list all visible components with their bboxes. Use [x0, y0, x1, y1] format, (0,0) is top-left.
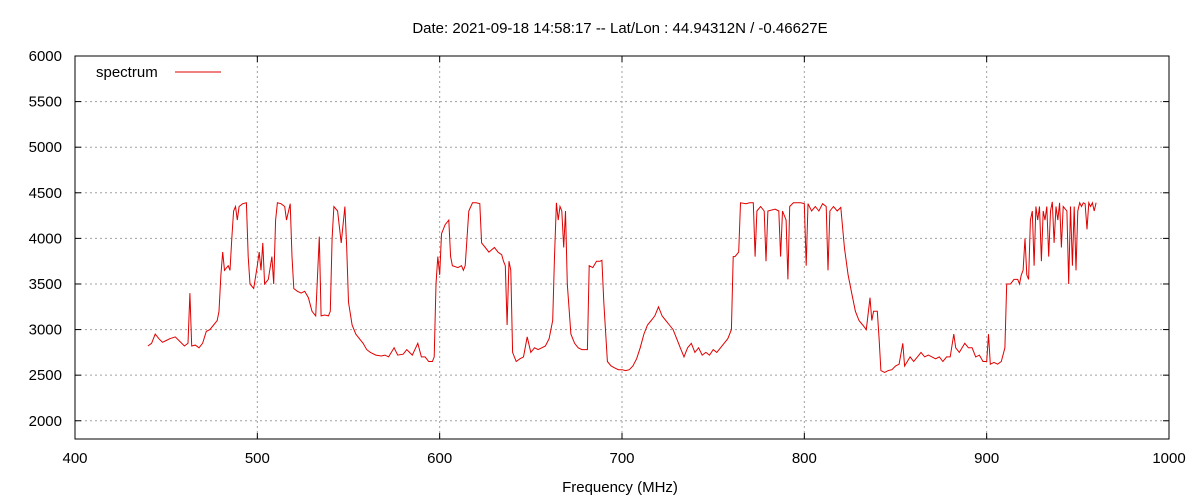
series-layer [147, 200, 1097, 373]
y-tick-label: 4500 [29, 185, 62, 202]
y-tick-label: 5500 [29, 94, 62, 111]
y-tick-label: 6000 [29, 48, 62, 65]
legend-label: spectrum [96, 64, 158, 81]
x-tick-label: 500 [245, 450, 270, 467]
x-tick-label: 800 [792, 450, 817, 467]
x-tick-label: 400 [62, 450, 87, 467]
series-line-spectrum [147, 200, 1097, 373]
y-tick-label: 2500 [29, 367, 62, 384]
legend: spectrum [96, 64, 221, 81]
grid [75, 56, 1169, 439]
x-tick-label: 600 [427, 450, 452, 467]
y-tick-label: 2000 [29, 413, 62, 430]
x-tick-label: 900 [974, 450, 999, 467]
axis-ticks: 400 500 600 700 800 900 1000 2000 2500 3000 3500 40… [29, 48, 1186, 467]
x-tick-label: 1000 [1152, 450, 1185, 467]
y-tick-label: 3500 [29, 276, 62, 293]
x-axis-label: Frequency (MHz) [562, 479, 678, 496]
y-tick-label: 3000 [29, 322, 62, 339]
chart-title: Date: 2021-09-18 14:58:17 -- Lat/Lon : 4… [412, 20, 827, 37]
x-tick-label: 700 [609, 450, 634, 467]
y-tick-label: 4000 [29, 230, 62, 247]
y-tick-label: 5000 [29, 139, 62, 156]
